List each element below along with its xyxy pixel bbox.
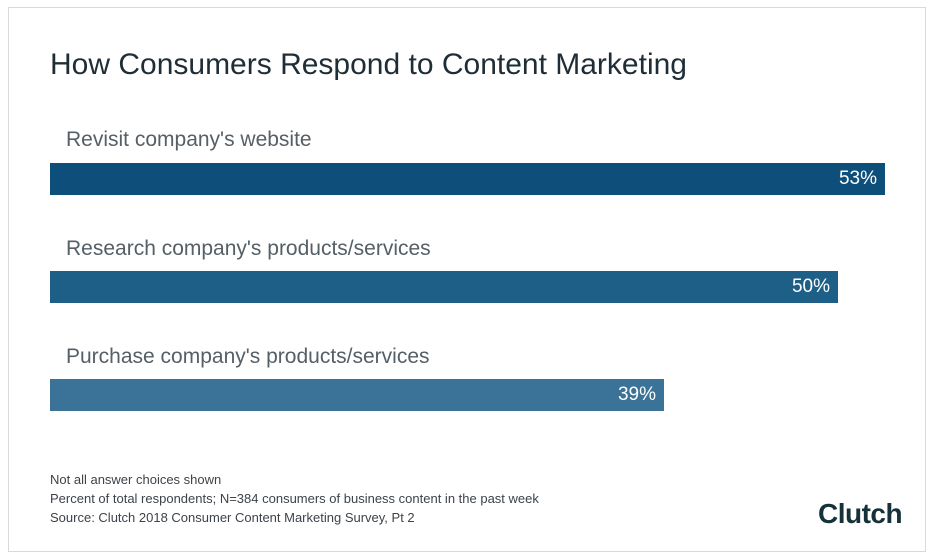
category-label: Purchase company's products/services — [66, 345, 430, 368]
footnote-source: Source: Clutch 2018 Consumer Content Mar… — [50, 510, 415, 525]
bar-value-label: 50% — [791, 276, 830, 297]
bar: 50% — [50, 271, 838, 303]
bar: 39% — [50, 379, 664, 411]
chart-title: How Consumers Respond to Content Marketi… — [50, 48, 687, 81]
clutch-logo: Clutch — [818, 498, 903, 530]
category-label: Research company's products/services — [66, 237, 431, 260]
bar-value-label: 53% — [838, 168, 877, 189]
footnote-answer-choices: Not all answer choices shown — [50, 472, 222, 487]
footnote-respondents: Percent of total respondents; N=384 cons… — [50, 491, 539, 506]
logo-text: Clutch — [818, 498, 903, 529]
bar: 53% — [50, 163, 885, 195]
bar-value-label: 39% — [617, 384, 656, 405]
category-label: Revisit company's website — [66, 128, 312, 151]
